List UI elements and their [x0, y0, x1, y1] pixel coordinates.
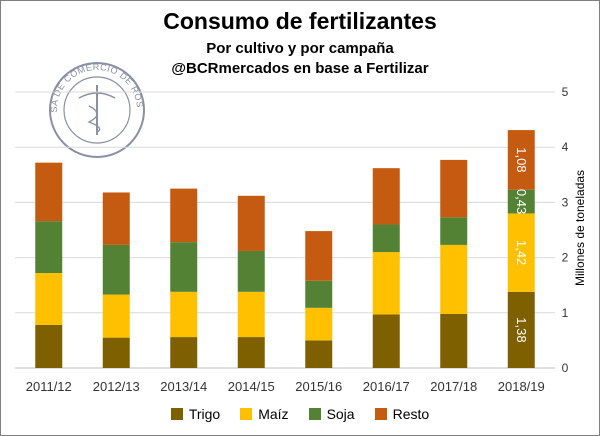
- legend-item: Resto: [374, 406, 430, 422]
- x-tick-label: 2011/12: [26, 379, 72, 394]
- bar-segment: [102, 337, 130, 368]
- bar-segment: [35, 221, 63, 274]
- legend-swatch: [170, 408, 183, 420]
- bar-segment: [372, 224, 400, 253]
- bar-segment: [305, 231, 333, 281]
- y-axis-label: Millones de toneladas: [573, 170, 587, 286]
- bar-segment: [440, 313, 468, 368]
- legend-item: Trigo: [170, 406, 221, 422]
- bar-segment: [102, 244, 130, 295]
- bar-segment: [35, 273, 63, 325]
- bar-segment: [305, 340, 333, 368]
- x-tick-label: 2018/19: [498, 379, 545, 394]
- legend-label: Resto: [392, 406, 430, 422]
- legend-swatch: [308, 408, 321, 420]
- bar-segment: [170, 337, 198, 368]
- legend-swatch: [374, 408, 387, 420]
- data-label: 1,08: [514, 147, 529, 172]
- bar-segment: [35, 162, 63, 222]
- bar-segment: [170, 242, 198, 292]
- bar-segment: [440, 244, 468, 314]
- x-tick-label: 2014/15: [228, 379, 275, 394]
- chart-legend: Trigo Maíz Soja Resto: [0, 406, 600, 422]
- bar-segment: [170, 188, 198, 243]
- bar-segment: [237, 195, 265, 251]
- chart-title: Consumo de fertilizantes: [163, 8, 437, 34]
- y-tick-label: 4: [562, 140, 569, 154]
- legend-label: Maíz: [258, 406, 289, 422]
- bar-segment: [372, 168, 400, 225]
- bar-segment: [507, 189, 535, 214]
- y-tick-label: 5: [562, 85, 569, 99]
- bar-segment: [507, 291, 535, 368]
- data-label: 1,38: [514, 317, 529, 342]
- bar-segment: [237, 291, 265, 338]
- bar-segment: [372, 314, 400, 368]
- data-label: 1,42: [514, 240, 529, 265]
- y-tick-label: 3: [562, 195, 569, 209]
- x-tick-label: 2016/17: [363, 379, 410, 394]
- bar-segment: [237, 337, 265, 368]
- data-label: 0,43: [514, 189, 529, 214]
- bar-segment: [305, 307, 333, 341]
- legend-label: Trigo: [188, 406, 221, 422]
- y-tick-label: 1: [562, 306, 569, 320]
- bar-segment: [170, 291, 198, 338]
- x-tick-label: 2017/18: [430, 379, 477, 394]
- y-tick-label: 2: [562, 251, 569, 265]
- bar-segment: [507, 213, 535, 292]
- bar-segment: [102, 294, 130, 338]
- chart-source: @BCRmercados en base a Fertilizar: [171, 60, 429, 77]
- bar-segment: [237, 250, 265, 292]
- bar-segment: [35, 324, 63, 368]
- legend-swatch: [240, 408, 253, 420]
- bar-segment: [440, 159, 468, 218]
- bar-segment: [507, 130, 535, 190]
- legend-item: Maíz: [240, 406, 289, 422]
- bar-segment: [440, 217, 468, 245]
- x-tick-label: 2015/16: [295, 379, 342, 394]
- legend-label: Soja: [326, 406, 355, 422]
- y-tick-label: 0: [562, 361, 569, 375]
- x-tick-label: 2012/13: [93, 379, 140, 394]
- legend-item: Soja: [308, 406, 355, 422]
- chart-subtitle: Por cultivo y por campaña: [206, 40, 394, 57]
- x-tick-label: 2013/14: [160, 379, 207, 394]
- bar-segment: [372, 252, 400, 315]
- bar-segment: [102, 192, 130, 245]
- bar-segment: [305, 280, 333, 308]
